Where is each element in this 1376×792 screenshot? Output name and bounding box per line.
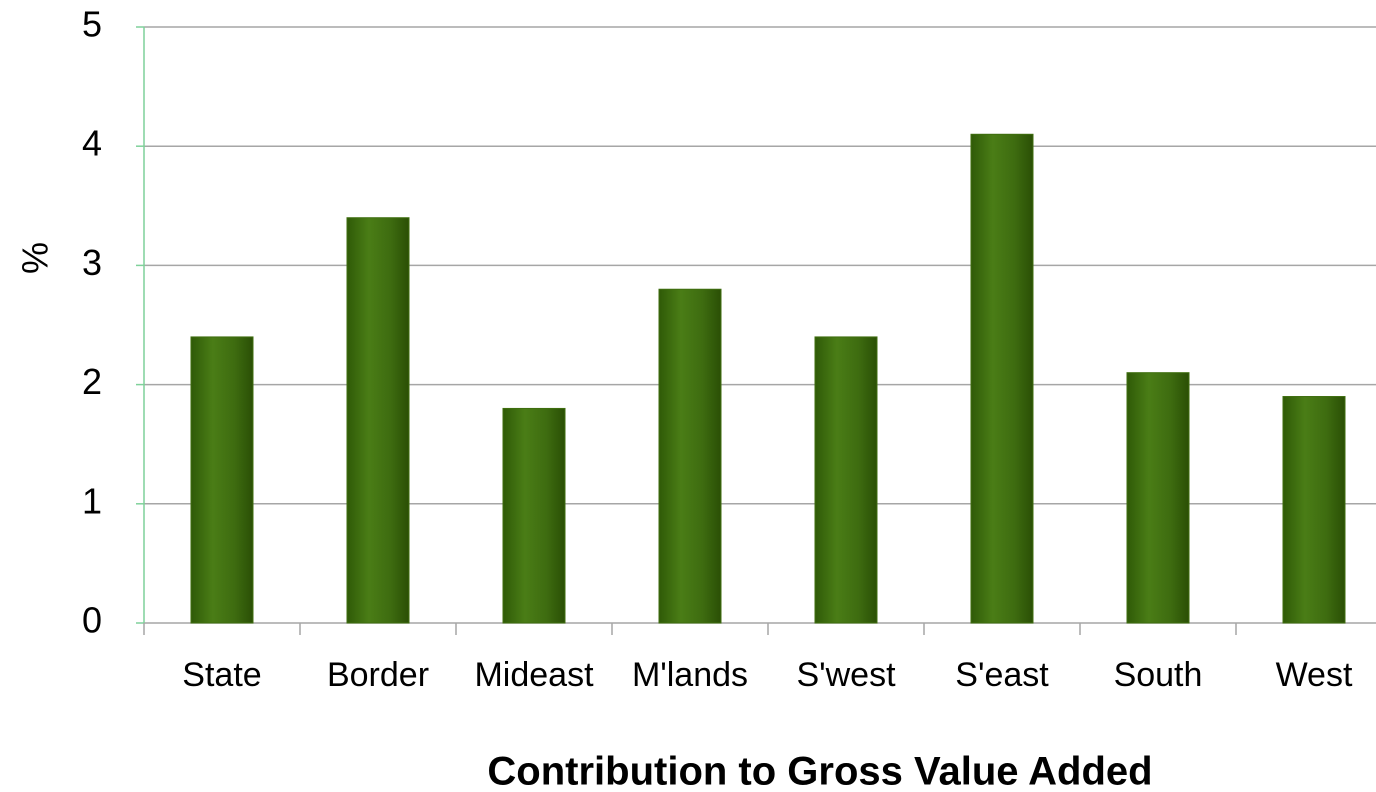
x-tick-label: Mideast xyxy=(474,656,594,694)
x-tick-label: State xyxy=(182,656,261,694)
bar xyxy=(970,133,1034,624)
y-tick-label: 4 xyxy=(82,123,102,164)
x-tick-label: Border xyxy=(327,656,429,694)
y-tick-label: 1 xyxy=(82,480,102,521)
bar xyxy=(814,336,878,624)
y-tick-label: 0 xyxy=(82,600,102,641)
bar xyxy=(1126,372,1190,624)
x-tick-label: South xyxy=(1114,656,1203,694)
x-tick-label: West xyxy=(1276,656,1353,694)
bar xyxy=(346,217,410,624)
y-axis-label: % xyxy=(15,242,56,274)
bar xyxy=(658,288,722,624)
x-tick-label: S'west xyxy=(796,656,896,694)
y-tick-label: 2 xyxy=(82,361,102,402)
bar xyxy=(190,336,254,624)
x-tick-label: S'east xyxy=(955,656,1049,694)
bar xyxy=(502,407,566,624)
x-tick-label: M'lands xyxy=(632,656,748,694)
y-tick-label: 5 xyxy=(82,4,102,45)
bar xyxy=(1282,396,1346,624)
y-tick-label: 3 xyxy=(82,242,102,283)
x-axis-label: Contribution to Gross Value Added xyxy=(487,750,1152,792)
